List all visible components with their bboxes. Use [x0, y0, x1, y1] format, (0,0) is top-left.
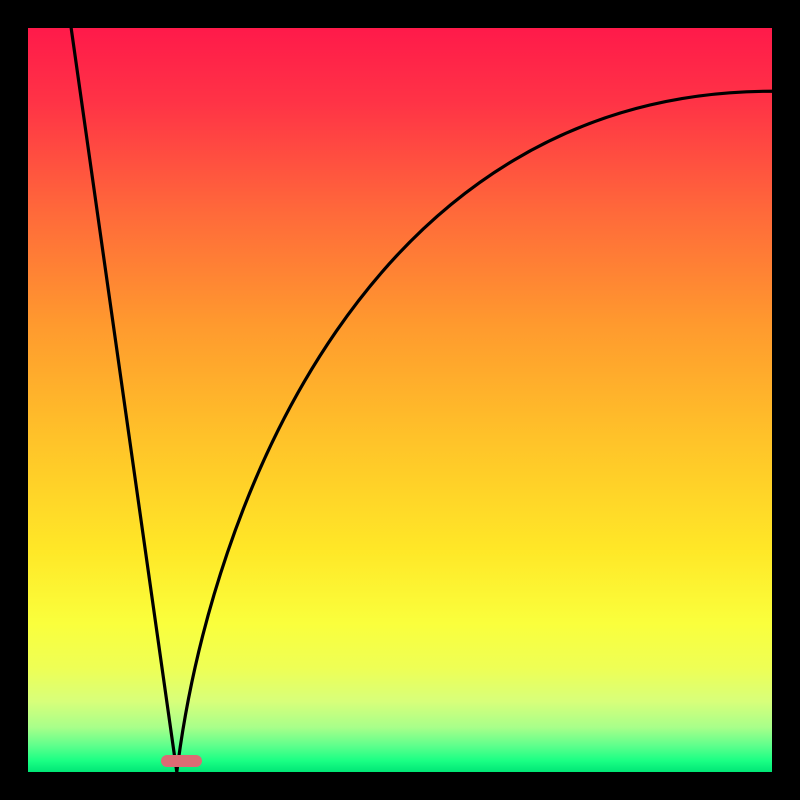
chart-canvas: TheBottleneck.com: [0, 0, 800, 800]
curve-path: [71, 28, 772, 772]
plot-area: [28, 28, 772, 772]
bottleneck-curve: [28, 28, 772, 772]
frame-bottom: [0, 772, 800, 800]
frame-top: [0, 0, 800, 28]
frame-right: [772, 0, 800, 800]
minimum-marker: [161, 755, 202, 768]
frame-left: [0, 0, 28, 800]
